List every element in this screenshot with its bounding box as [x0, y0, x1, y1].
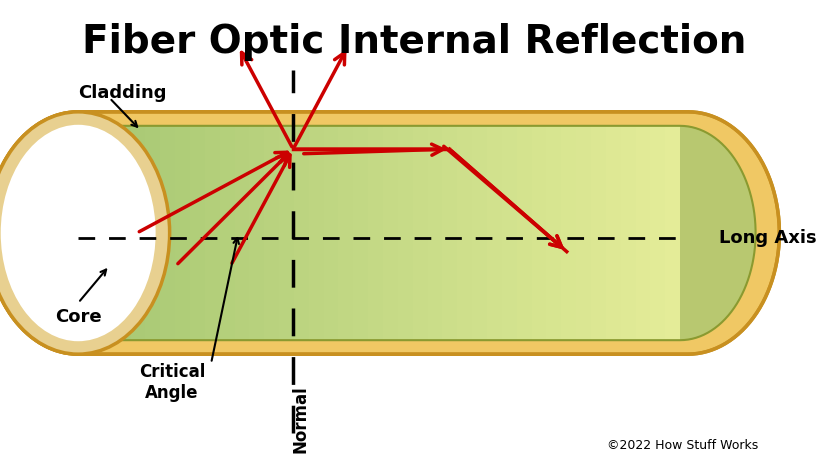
Bar	[383, 126, 398, 340]
Bar	[174, 126, 189, 340]
Bar	[649, 126, 664, 340]
Bar	[101, 126, 116, 340]
Bar	[620, 126, 635, 340]
Bar	[279, 126, 294, 340]
Bar	[457, 126, 471, 340]
Bar	[664, 126, 679, 340]
Bar	[561, 126, 576, 340]
Text: Critical
Angle: Critical Angle	[139, 363, 205, 402]
Bar	[442, 126, 457, 340]
Bar	[471, 126, 486, 340]
Bar	[294, 126, 308, 340]
Bar	[146, 126, 160, 340]
Bar	[234, 126, 249, 340]
Bar	[131, 126, 146, 340]
Text: ©2022 How Stuff Works: ©2022 How Stuff Works	[606, 439, 758, 452]
Bar	[323, 126, 338, 340]
Bar	[219, 126, 234, 340]
Ellipse shape	[2, 126, 155, 340]
Bar	[160, 126, 174, 340]
Text: Cladding: Cladding	[78, 84, 166, 102]
Bar	[531, 126, 546, 340]
Text: Core: Core	[55, 308, 101, 326]
Text: Long Axis: Long Axis	[719, 229, 815, 247]
Bar	[189, 126, 204, 340]
Bar	[116, 126, 131, 340]
Text: Normal: Normal	[292, 385, 309, 453]
Bar	[204, 126, 219, 340]
Bar	[368, 126, 383, 340]
Bar	[576, 126, 590, 340]
Bar	[86, 126, 101, 340]
Polygon shape	[0, 112, 778, 354]
Polygon shape	[11, 126, 755, 340]
Bar	[501, 126, 516, 340]
Bar	[249, 126, 264, 340]
Bar	[486, 126, 501, 340]
Bar	[546, 126, 561, 340]
FancyBboxPatch shape	[78, 112, 687, 354]
Bar	[398, 126, 412, 340]
Ellipse shape	[0, 112, 170, 354]
Bar	[427, 126, 442, 340]
Bar	[605, 126, 620, 340]
Bar	[264, 126, 279, 340]
Text: Fiber Optic Internal Reflection: Fiber Optic Internal Reflection	[82, 23, 745, 61]
Bar	[353, 126, 368, 340]
Bar	[516, 126, 531, 340]
Bar	[635, 126, 649, 340]
Bar	[308, 126, 323, 340]
Bar	[338, 126, 353, 340]
Bar	[590, 126, 605, 340]
Bar	[412, 126, 427, 340]
